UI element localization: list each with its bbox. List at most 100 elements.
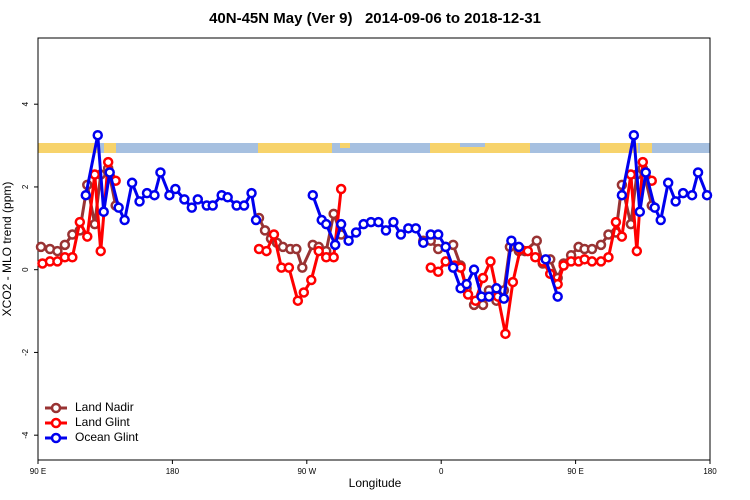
- x-tick-label: 90 E: [30, 467, 46, 476]
- point: [298, 287, 310, 298]
- legend-marker: [50, 432, 62, 444]
- point: [491, 283, 502, 294]
- point: [586, 256, 598, 267]
- point: [179, 194, 190, 205]
- strip-land: [38, 143, 100, 153]
- point: [670, 196, 681, 207]
- point: [477, 272, 489, 284]
- point: [531, 235, 543, 246]
- point: [686, 189, 698, 201]
- point: [595, 239, 607, 251]
- point: [513, 241, 525, 253]
- point: [616, 189, 628, 201]
- point: [119, 214, 130, 226]
- point: [410, 223, 422, 234]
- point: [207, 200, 218, 211]
- point: [483, 291, 495, 302]
- x-tick-label: 90 W: [297, 467, 316, 476]
- point: [485, 256, 496, 267]
- point: [329, 239, 341, 251]
- point: [447, 262, 459, 273]
- strip-land: [600, 143, 638, 153]
- point: [261, 245, 272, 257]
- point: [149, 189, 160, 201]
- point: [461, 278, 472, 290]
- point: [307, 189, 319, 201]
- point: [268, 229, 280, 240]
- point: [186, 202, 198, 213]
- point: [440, 241, 451, 253]
- point: [222, 192, 233, 203]
- point: [164, 189, 175, 201]
- point: [283, 262, 295, 273]
- point: [328, 252, 339, 263]
- point: [35, 241, 47, 253]
- point: [126, 177, 138, 189]
- point: [432, 229, 444, 240]
- point: [692, 167, 704, 178]
- point: [246, 187, 257, 199]
- point: [380, 225, 392, 236]
- point: [637, 156, 649, 168]
- point: [297, 262, 308, 273]
- point: [102, 156, 114, 168]
- point: [500, 328, 511, 340]
- y-tick-label: -4: [21, 431, 30, 439]
- point: [462, 289, 474, 300]
- point: [395, 229, 407, 240]
- point: [522, 245, 534, 257]
- strip-land: [340, 143, 350, 148]
- point: [95, 245, 106, 257]
- point: [506, 235, 517, 246]
- point: [595, 256, 607, 267]
- point: [92, 129, 103, 141]
- point: [649, 202, 660, 213]
- point: [320, 218, 332, 230]
- legend-label: Land Nadir: [75, 400, 134, 414]
- point: [192, 194, 204, 205]
- land-ocean-strip: [38, 143, 710, 153]
- point: [498, 293, 510, 304]
- point: [80, 189, 92, 201]
- chart-title: 40N-45N May (Ver 9) 2014-09-06 to 2018-1…: [209, 10, 541, 27]
- point: [335, 183, 347, 195]
- strip-land: [430, 143, 530, 153]
- point: [306, 274, 317, 286]
- point: [67, 252, 78, 263]
- point: [328, 208, 339, 220]
- x-tick-label: 90 E: [567, 467, 583, 476]
- point: [350, 227, 362, 238]
- point: [291, 243, 302, 255]
- point: [113, 202, 124, 213]
- point: [250, 214, 262, 226]
- point: [292, 295, 304, 306]
- strip-ocean: [460, 143, 485, 147]
- y-axis-label: XCO2 - MLO trend (ppm): [0, 182, 14, 317]
- point: [677, 187, 689, 199]
- point: [425, 262, 436, 273]
- point: [134, 196, 145, 207]
- y-tick-label: 4: [21, 101, 30, 106]
- point: [640, 167, 652, 178]
- point: [634, 206, 646, 218]
- point: [586, 243, 598, 255]
- strip-land: [104, 143, 116, 153]
- point: [104, 167, 115, 178]
- strip-land: [258, 143, 332, 153]
- legend-label: Land Glint: [75, 415, 130, 429]
- point: [52, 245, 63, 257]
- point: [373, 216, 384, 228]
- point: [98, 206, 109, 218]
- point: [170, 183, 181, 195]
- point: [52, 256, 63, 267]
- point: [59, 239, 71, 251]
- point: [418, 237, 429, 249]
- point: [432, 266, 444, 278]
- point: [610, 216, 622, 228]
- point: [530, 252, 541, 263]
- point: [313, 245, 324, 257]
- point: [540, 254, 551, 265]
- point: [662, 177, 674, 189]
- point: [335, 218, 347, 230]
